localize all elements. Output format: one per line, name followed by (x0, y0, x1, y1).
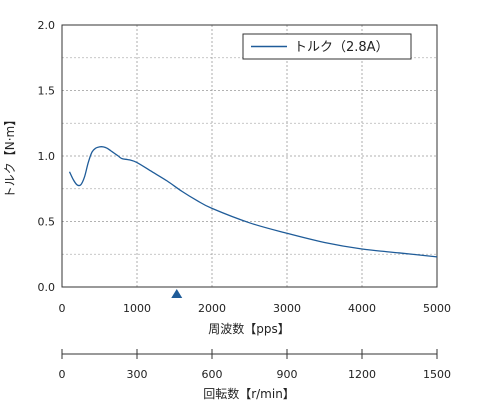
series-line (68, 146, 438, 258)
y-tick-label: 0.0 (38, 281, 56, 294)
plot-frame (61, 24, 438, 288)
x-axis-title: 周波数【pps】 (208, 321, 290, 336)
x-axis-ticks: 0 1000 2000 3000 4000 5000 (59, 302, 452, 315)
secondary-tick-label: 900 (277, 368, 298, 381)
secondary-tick-label: 1200 (348, 368, 376, 381)
secondary-tick-label: 300 (127, 368, 148, 381)
marker-layer (171, 289, 183, 298)
speed-marker (171, 289, 183, 298)
secondary-axis-ticks: 0 300 600 900 1200 1500 (59, 349, 451, 381)
y-tick-label: 2.0 (38, 19, 56, 32)
y-tick-label: 1.5 (38, 85, 56, 98)
x-tick-label: 1000 (123, 302, 151, 315)
legend: トルク（2.8A） (242, 33, 412, 60)
secondary-tick-label: 600 (202, 368, 223, 381)
secondary-tick-label: 0 (59, 368, 66, 381)
secondary-tick-label: 1500 (423, 368, 451, 381)
secondary-axis: 0 300 600 900 1200 1500 回転数【r/min】 (59, 349, 451, 401)
x-tick-label: 0 (59, 302, 66, 315)
secondary-axis-title: 回転数【r/min】 (203, 386, 295, 401)
x-tick-label: 4000 (348, 302, 376, 315)
x-tick-label: 2000 (198, 302, 226, 315)
x-tick-label: 5000 (423, 302, 451, 315)
y-axis-title: トルク【N·m】 (3, 114, 17, 198)
x-tick-label: 3000 (273, 302, 301, 315)
y-tick-label: 1.0 (38, 150, 56, 163)
y-tick-label: 0.5 (38, 216, 56, 229)
series-layer (68, 146, 438, 258)
y-axis-ticks: 0.0 0.5 1.0 1.5 2.0 (38, 19, 56, 294)
legend-label: トルク（2.8A） (294, 40, 389, 55)
